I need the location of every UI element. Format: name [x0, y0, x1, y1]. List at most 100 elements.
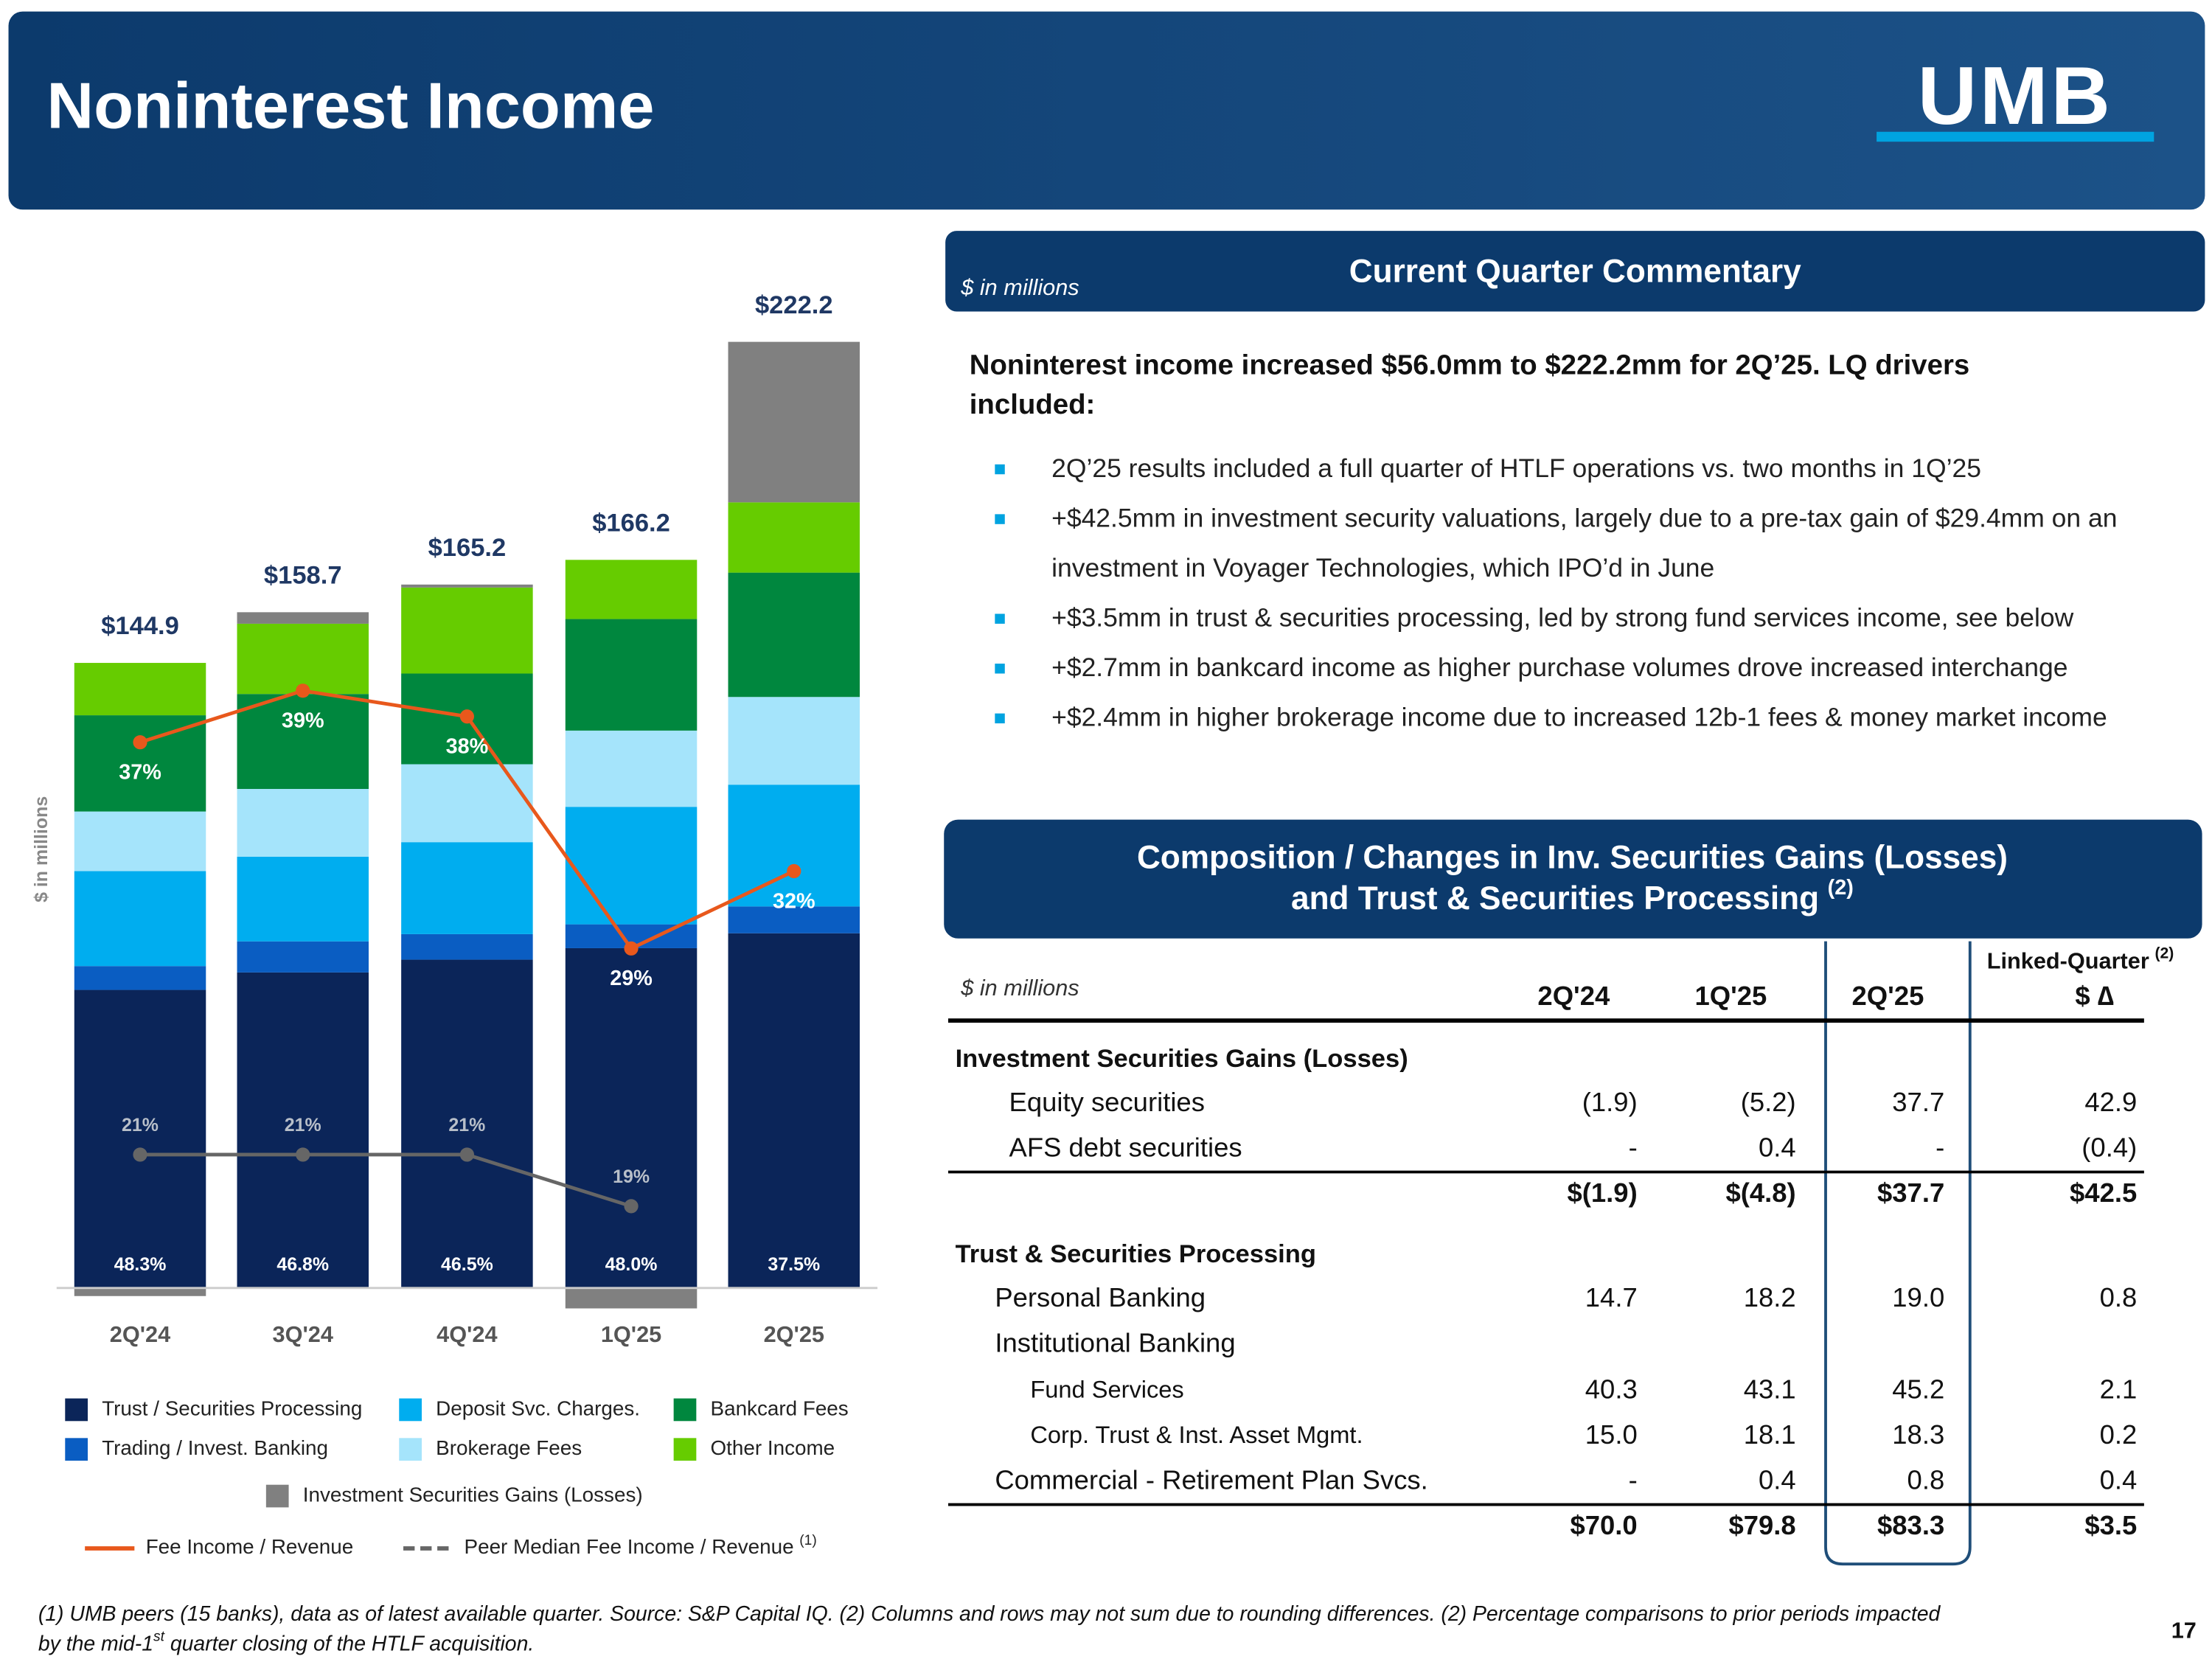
header-band — [8, 11, 2205, 210]
row-label: Trust & Securities Processing — [956, 1240, 1316, 1268]
bar-segment — [565, 1287, 698, 1309]
line-value-label: 21% — [122, 1115, 159, 1135]
table-title-note: (2) — [1828, 876, 1854, 900]
table-cell: $83.3 — [1877, 1510, 1944, 1540]
table-band — [944, 819, 2202, 939]
line-value-label: 32% — [773, 889, 815, 913]
bar-segment — [401, 842, 533, 934]
x-tick-label: 3Q'24 — [273, 1321, 333, 1347]
table-cell: 40.3 — [1585, 1374, 1638, 1405]
line-point — [133, 735, 147, 750]
line-point — [133, 1147, 147, 1162]
table-cell: 0.8 — [2100, 1282, 2138, 1312]
table-cell: 15.0 — [1585, 1419, 1638, 1450]
legend-label: Brokerage Fees — [436, 1436, 582, 1459]
legend-label: Deposit Svc. Charges. — [436, 1397, 640, 1419]
bar-segment — [565, 807, 698, 925]
bar-segment — [74, 871, 206, 967]
bar-segment — [237, 694, 369, 789]
lead-text: Noninterest income increased $56.0mm to … — [970, 349, 1969, 381]
total-label: $158.7 — [264, 561, 342, 589]
total-label: $222.2 — [755, 291, 833, 319]
column-highlight — [1824, 941, 1972, 1566]
row-label: Equity securities — [1009, 1087, 1205, 1117]
row-label: AFS debt securities — [1009, 1132, 1242, 1162]
bar-segment — [728, 906, 860, 933]
table-cell: $70.0 — [1570, 1510, 1637, 1540]
bullet-text: investment in Voyager Technologies, whic… — [1051, 553, 1714, 582]
row-label: Personal Banking — [995, 1282, 1206, 1312]
legend-name: Fee Income / Revenue — [146, 1535, 354, 1558]
bullet-text: +$42.5mm in investment security valuatio… — [1051, 503, 2117, 532]
column-header: 1Q'25 — [1694, 981, 1767, 1011]
footnote-part: quarter closing of the HTLF acquisition. — [164, 1632, 534, 1655]
table-cell: 18.1 — [1744, 1419, 1796, 1450]
table-cell: $(1.9) — [1567, 1178, 1637, 1208]
legend-swatch — [65, 1398, 88, 1422]
line-value-label: 39% — [282, 709, 324, 733]
unit-note: $ in millions — [960, 975, 1079, 1001]
lead-text: included: — [970, 389, 1096, 420]
bar-segment — [237, 612, 369, 624]
bar-segment — [401, 959, 533, 1288]
legend-label: Investment Securities Gains (Losses) — [303, 1483, 643, 1506]
line-point — [296, 684, 310, 698]
table-cell: $42.5 — [2070, 1178, 2137, 1208]
line-point — [296, 1147, 310, 1162]
bar-segment — [728, 341, 860, 503]
inner-label: 48.3% — [114, 1254, 167, 1275]
table-title-line: and Trust & Securities Processing — [1291, 880, 1819, 917]
table-cell: (5.2) — [1741, 1087, 1796, 1117]
bullet-marker — [995, 613, 1005, 624]
footnote-part: by the mid-1 — [38, 1632, 153, 1655]
table-cell: 14.7 — [1585, 1282, 1638, 1312]
table-cell: 18.2 — [1744, 1282, 1796, 1312]
table-cell: - — [1629, 1464, 1638, 1495]
column-header: $ ∆ — [2075, 981, 2114, 1011]
line-series — [140, 1152, 632, 1208]
legend-swatch — [673, 1398, 697, 1422]
bar-segment — [401, 587, 533, 674]
table-cell: 0.8 — [1907, 1464, 1945, 1495]
row-label: Commercial - Retirement Plan Svcs. — [995, 1464, 1427, 1495]
table-cell: 0.2 — [2100, 1419, 2138, 1450]
row-label: Corp. Trust & Inst. Asset Mgmt. — [1030, 1421, 1363, 1448]
table-cell: (1.9) — [1582, 1087, 1638, 1117]
bar-segment — [728, 785, 860, 907]
bar-segment — [237, 788, 369, 857]
table-cell: 0.4 — [1759, 1464, 1796, 1495]
y-axis-label: $ in millions — [31, 796, 52, 902]
table-cell: $3.5 — [2084, 1510, 2137, 1540]
bar-segment — [565, 560, 698, 619]
table-title: and Trust & Securities Processing (2) — [1291, 876, 1854, 917]
line-point — [459, 1147, 474, 1162]
line-value-label: 21% — [285, 1115, 321, 1135]
table-cell: 43.1 — [1744, 1374, 1796, 1405]
bar-segment — [237, 856, 369, 942]
bullet-text: +$2.7mm in bankcard income as higher pur… — [1051, 653, 2067, 682]
x-tick-label: 4Q'24 — [437, 1321, 497, 1347]
total-label: $144.9 — [101, 612, 179, 640]
legend-swatch — [399, 1398, 422, 1422]
x-tick-label: 2Q'25 — [764, 1321, 824, 1347]
bar-segment — [728, 502, 860, 573]
table-cell: 0.4 — [2100, 1464, 2138, 1495]
x-tick-label: 2Q'24 — [110, 1321, 170, 1347]
inner-label: 37.5% — [768, 1254, 820, 1275]
panel-title: Current Quarter Commentary — [1349, 253, 1801, 289]
commentary-band — [945, 231, 2205, 312]
logo-underline — [1877, 131, 2154, 142]
line-value-label: 29% — [610, 967, 653, 990]
total-label: $165.2 — [428, 534, 507, 562]
bar-segment — [728, 572, 860, 698]
page-number: 17 — [2171, 1617, 2197, 1643]
table-title-line: Composition / Changes in Inv. Securities… — [1137, 839, 2008, 875]
bar-segment — [401, 933, 533, 960]
column-header: Linked-Quarter (2) — [1987, 945, 2174, 974]
legend-label: Fee Income / Revenue — [146, 1535, 354, 1558]
bar-segment — [74, 966, 206, 990]
legend-label: Peer Median Fee Income / Revenue (1) — [465, 1533, 817, 1559]
bullet-text: +$2.4mm in higher brokerage income due t… — [1051, 703, 2107, 732]
